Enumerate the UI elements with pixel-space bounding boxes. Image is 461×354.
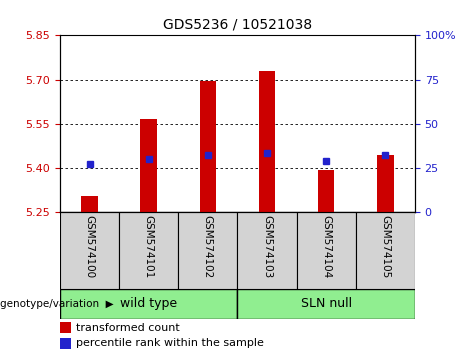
Text: SLN null: SLN null — [301, 297, 352, 310]
Bar — [200, 81, 216, 212]
Bar — [178, 212, 237, 289]
Text: transformed count: transformed count — [76, 322, 180, 332]
Bar — [60, 289, 237, 319]
Text: GSM574102: GSM574102 — [203, 216, 213, 279]
Bar — [296, 212, 356, 289]
Bar — [60, 212, 119, 289]
Bar — [60, 322, 71, 333]
Bar — [237, 289, 415, 319]
Bar — [141, 119, 157, 212]
Text: wild type: wild type — [120, 297, 177, 310]
Bar — [237, 212, 296, 289]
Text: GSM574103: GSM574103 — [262, 216, 272, 279]
Bar — [259, 71, 275, 212]
Text: percentile rank within the sample: percentile rank within the sample — [76, 338, 264, 348]
Text: genotype/variation  ▶: genotype/variation ▶ — [0, 298, 113, 309]
Title: GDS5236 / 10521038: GDS5236 / 10521038 — [163, 17, 312, 32]
Text: GSM574101: GSM574101 — [144, 216, 154, 279]
Bar — [60, 338, 71, 349]
Bar — [119, 212, 178, 289]
Bar — [318, 170, 334, 212]
Bar — [377, 155, 394, 212]
Text: GSM574104: GSM574104 — [321, 216, 331, 279]
Bar — [356, 212, 415, 289]
Text: GSM574100: GSM574100 — [84, 216, 95, 279]
Text: GSM574105: GSM574105 — [380, 216, 390, 279]
Bar — [81, 196, 98, 212]
